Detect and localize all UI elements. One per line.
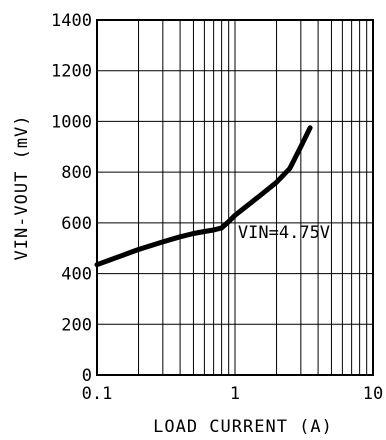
y-axis-title: VIN-VOUT (mV) <box>12 114 32 260</box>
y-tick-label: 1200 <box>51 62 92 82</box>
y-tick-label: 600 <box>61 214 92 234</box>
y-tick-label: 200 <box>61 315 92 335</box>
x-axis-title: LOAD CURRENT (A) <box>153 417 333 437</box>
y-tick-label: 400 <box>61 265 92 285</box>
annotation-vin: VIN=4.75V <box>238 223 330 243</box>
y-tick-label: 1000 <box>51 112 92 132</box>
plot-frame <box>96 19 374 376</box>
x-tick-label: 0.1 <box>82 384 113 404</box>
grid <box>96 19 373 376</box>
y-tick-label: 1400 <box>51 11 92 31</box>
tick-labels: 0 200 400 600 800 1000 1200 1400 0.1 1 10 <box>51 11 383 404</box>
x-tick-label: 10 <box>363 384 383 404</box>
series-line <box>94 125 313 268</box>
y-tick-label: 0 <box>82 366 92 386</box>
x-tick-label: 1 <box>230 384 240 404</box>
y-tick-label: 800 <box>61 163 92 183</box>
